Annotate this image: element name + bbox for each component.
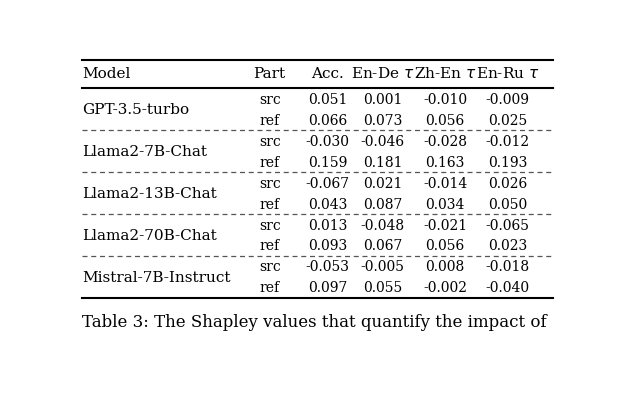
Text: -0.040: -0.040: [485, 281, 529, 294]
Text: 0.051: 0.051: [308, 93, 347, 107]
Text: 0.066: 0.066: [308, 113, 347, 128]
Text: -0.002: -0.002: [423, 281, 467, 294]
Text: -0.030: -0.030: [306, 134, 349, 148]
Text: 0.025: 0.025: [488, 113, 527, 128]
Text: 0.097: 0.097: [308, 281, 347, 294]
Text: Part: Part: [254, 66, 286, 81]
Text: -0.018: -0.018: [485, 260, 529, 274]
Text: 0.067: 0.067: [363, 239, 402, 253]
Text: src: src: [259, 134, 281, 148]
Text: src: src: [259, 176, 281, 190]
Text: 0.163: 0.163: [425, 155, 465, 169]
Text: 0.056: 0.056: [425, 239, 465, 253]
Text: 0.055: 0.055: [363, 281, 402, 294]
Text: 0.181: 0.181: [363, 155, 402, 169]
Text: Acc.: Acc.: [311, 66, 343, 81]
Text: Llama2-7B-Chat: Llama2-7B-Chat: [82, 145, 207, 159]
Text: 0.001: 0.001: [363, 93, 402, 107]
Text: 0.159: 0.159: [308, 155, 347, 169]
Text: 0.021: 0.021: [363, 176, 402, 190]
Text: ref: ref: [260, 239, 280, 253]
Text: -0.067: -0.067: [305, 176, 350, 190]
Text: -0.048: -0.048: [361, 218, 405, 232]
Text: 0.087: 0.087: [363, 197, 402, 211]
Text: -0.028: -0.028: [423, 134, 467, 148]
Text: -0.009: -0.009: [485, 93, 529, 107]
Text: 0.034: 0.034: [425, 197, 465, 211]
Text: 0.043: 0.043: [308, 197, 347, 211]
Text: 0.093: 0.093: [308, 239, 347, 253]
Text: -0.005: -0.005: [361, 260, 405, 274]
Text: 0.073: 0.073: [363, 113, 402, 128]
Text: -0.021: -0.021: [423, 218, 467, 232]
Text: Mistral-7B-Instruct: Mistral-7B-Instruct: [82, 270, 231, 284]
Text: -0.053: -0.053: [306, 260, 349, 274]
Text: 0.023: 0.023: [488, 239, 527, 253]
Text: 0.056: 0.056: [425, 113, 465, 128]
Text: -0.046: -0.046: [361, 134, 405, 148]
Text: ref: ref: [260, 281, 280, 294]
Text: Llama2-13B-Chat: Llama2-13B-Chat: [82, 187, 217, 200]
Text: Zh-En $\tau$: Zh-En $\tau$: [414, 66, 476, 81]
Text: Table 3: The Shapley values that quantify the impact of: Table 3: The Shapley values that quantif…: [82, 313, 547, 330]
Text: Llama2-70B-Chat: Llama2-70B-Chat: [82, 228, 217, 242]
Text: src: src: [259, 93, 281, 107]
Text: En-Ru $\tau$: En-Ru $\tau$: [476, 66, 539, 81]
Text: ref: ref: [260, 155, 280, 169]
Text: -0.010: -0.010: [423, 93, 467, 107]
Text: -0.065: -0.065: [485, 218, 529, 232]
Text: src: src: [259, 218, 281, 232]
Text: Model: Model: [82, 66, 131, 81]
Text: -0.014: -0.014: [423, 176, 467, 190]
Text: ref: ref: [260, 113, 280, 128]
Text: En-De $\tau$: En-De $\tau$: [351, 66, 414, 81]
Text: -0.012: -0.012: [485, 134, 529, 148]
Text: 0.193: 0.193: [488, 155, 527, 169]
Text: 0.026: 0.026: [488, 176, 527, 190]
Text: GPT-3.5-turbo: GPT-3.5-turbo: [82, 103, 190, 117]
Text: 0.008: 0.008: [425, 260, 465, 274]
Text: ref: ref: [260, 197, 280, 211]
Text: 0.050: 0.050: [488, 197, 527, 211]
Text: 0.013: 0.013: [308, 218, 347, 232]
Text: src: src: [259, 260, 281, 274]
